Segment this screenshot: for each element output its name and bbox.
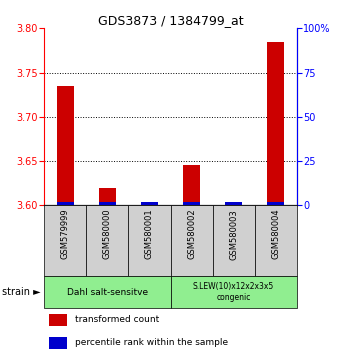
Bar	[129, 205, 170, 276]
Bar	[86, 205, 129, 276]
Bar	[99, 188, 116, 205]
Text: Dahl salt-sensitve: Dahl salt-sensitve	[67, 287, 148, 297]
Bar	[57, 86, 74, 205]
Bar	[99, 202, 116, 205]
Bar	[267, 202, 284, 205]
Bar	[141, 202, 158, 205]
Text: GSM580001: GSM580001	[145, 209, 154, 259]
Text: GSM579999: GSM579999	[61, 209, 70, 259]
Bar	[57, 202, 74, 205]
Text: transformed count: transformed count	[75, 315, 159, 325]
Text: S.LEW(10)x12x2x3x5
congenic: S.LEW(10)x12x2x3x5 congenic	[193, 282, 274, 302]
Text: percentile rank within the sample: percentile rank within the sample	[75, 338, 228, 348]
Title: GDS3873 / 1384799_at: GDS3873 / 1384799_at	[98, 14, 243, 27]
Bar	[49, 337, 67, 349]
Text: GSM580000: GSM580000	[103, 209, 112, 259]
Bar	[44, 205, 86, 276]
Bar	[225, 202, 242, 205]
Bar	[183, 165, 200, 205]
Bar	[255, 205, 297, 276]
Text: strain ►: strain ►	[2, 287, 41, 297]
Bar	[170, 276, 297, 308]
Bar	[212, 205, 255, 276]
Bar	[267, 41, 284, 205]
Bar	[170, 205, 212, 276]
Text: GSM580004: GSM580004	[271, 209, 280, 259]
Text: GSM580002: GSM580002	[187, 209, 196, 259]
Text: GSM580003: GSM580003	[229, 209, 238, 259]
Bar	[49, 314, 67, 326]
Bar	[44, 276, 170, 308]
Bar	[183, 202, 200, 205]
